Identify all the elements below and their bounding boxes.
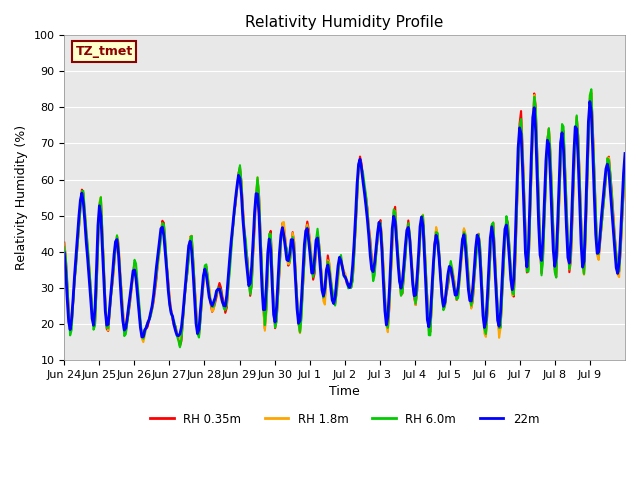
RH 6.0m bbox=[176, 345, 184, 350]
X-axis label: Time: Time bbox=[329, 385, 360, 398]
22m bbox=[621, 151, 629, 156]
Line: RH 6.0m: RH 6.0m bbox=[64, 89, 625, 348]
22m bbox=[620, 170, 627, 176]
Line: RH 1.8m: RH 1.8m bbox=[64, 91, 625, 342]
22m bbox=[461, 245, 469, 251]
RH 0.35m bbox=[60, 240, 68, 246]
RH 6.0m bbox=[621, 159, 629, 165]
RH 1.8m bbox=[79, 192, 87, 197]
RH 1.8m bbox=[60, 240, 68, 246]
RH 0.35m bbox=[79, 190, 87, 196]
22m bbox=[138, 334, 146, 340]
RH 0.35m bbox=[620, 191, 627, 196]
RH 1.8m bbox=[620, 187, 627, 193]
22m bbox=[545, 142, 553, 147]
RH 0.35m bbox=[621, 160, 629, 166]
22m bbox=[350, 240, 358, 245]
Title: Relativity Humidity Profile: Relativity Humidity Profile bbox=[246, 15, 444, 30]
RH 0.35m bbox=[461, 234, 469, 240]
22m bbox=[79, 200, 87, 205]
RH 0.35m bbox=[545, 126, 553, 132]
RH 6.0m bbox=[545, 125, 553, 131]
RH 1.8m bbox=[140, 339, 147, 345]
RH 6.0m bbox=[60, 244, 68, 250]
RH 1.8m bbox=[621, 156, 629, 161]
22m bbox=[97, 213, 105, 219]
22m bbox=[586, 99, 594, 105]
RH 6.0m bbox=[350, 253, 358, 259]
RH 1.8m bbox=[588, 88, 595, 94]
RH 1.8m bbox=[461, 231, 469, 237]
RH 0.35m bbox=[350, 251, 358, 256]
RH 6.0m bbox=[461, 232, 469, 238]
RH 6.0m bbox=[588, 86, 595, 92]
RH 1.8m bbox=[97, 194, 105, 200]
RH 0.35m bbox=[97, 196, 105, 202]
RH 1.8m bbox=[545, 126, 553, 132]
RH 0.35m bbox=[176, 343, 184, 349]
Line: RH 0.35m: RH 0.35m bbox=[64, 93, 625, 346]
RH 0.35m bbox=[588, 90, 595, 96]
RH 1.8m bbox=[350, 252, 358, 258]
RH 6.0m bbox=[620, 187, 627, 193]
22m bbox=[60, 250, 68, 256]
Text: TZ_tmet: TZ_tmet bbox=[76, 45, 132, 58]
Legend: RH 0.35m, RH 1.8m, RH 6.0m, 22m: RH 0.35m, RH 1.8m, RH 6.0m, 22m bbox=[145, 408, 544, 431]
Line: 22m: 22m bbox=[64, 102, 625, 337]
Y-axis label: Relativity Humidity (%): Relativity Humidity (%) bbox=[15, 125, 28, 270]
RH 6.0m bbox=[97, 194, 105, 200]
RH 6.0m bbox=[79, 188, 87, 194]
